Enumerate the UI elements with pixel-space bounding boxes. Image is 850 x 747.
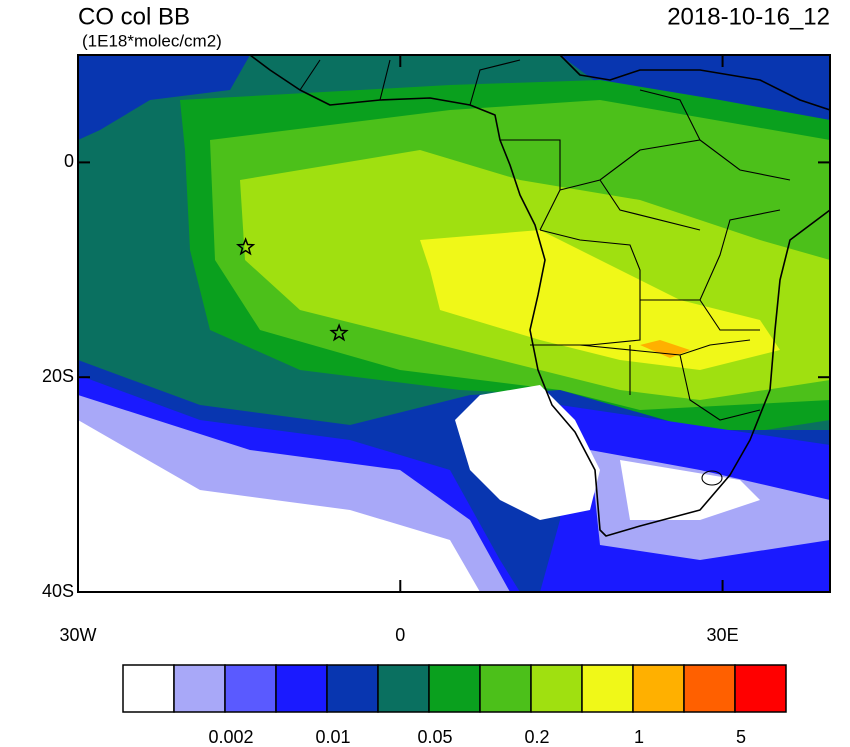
colorbar-label: 5 [736,727,746,747]
x-tick-label: 0 [395,625,405,645]
colorbar-label: 1 [634,727,644,747]
title: CO col BB [78,3,190,30]
field-level [420,230,780,370]
colorbar-box [173,664,226,713]
field-level [78,55,250,140]
site-marker [329,323,349,342]
y-tick-label: 20S [42,366,74,386]
date: 2018-10-16_12 [667,3,830,30]
field [78,55,830,592]
country-border [701,470,723,486]
y-tick-label: 40S [42,581,74,601]
colorbar-box [122,664,175,713]
field-level [640,340,690,358]
colorbar-box [224,664,277,713]
plot-frame [77,54,831,593]
colorbar-box [377,664,430,713]
colorbar-box [530,664,583,713]
colorbar-box [581,664,634,713]
coastline [559,55,830,111]
y-tick-label: 0 [64,151,74,171]
field-level [620,460,760,520]
colorbar-box [479,664,532,713]
colorbar-label: 0.01 [315,727,350,747]
site-marker [235,237,256,256]
colorbar-box [632,664,685,713]
x-tick-label: 30E [707,625,739,645]
units: (1E18*molec/cm2) [82,31,222,50]
colorbar-box [326,664,379,713]
colorbar-box [683,664,736,713]
country-border [299,59,791,421]
colorbar-box [428,664,481,713]
colorbar-box [734,664,787,713]
colorbar-label: 0.05 [417,727,452,747]
colorbar-label: 0.002 [208,727,253,747]
colorbar-label: 0.2 [524,727,549,747]
x-tick-label: 30W [59,625,96,645]
field-level [78,420,480,592]
colorbar-box [275,664,328,713]
coastline [249,55,830,537]
